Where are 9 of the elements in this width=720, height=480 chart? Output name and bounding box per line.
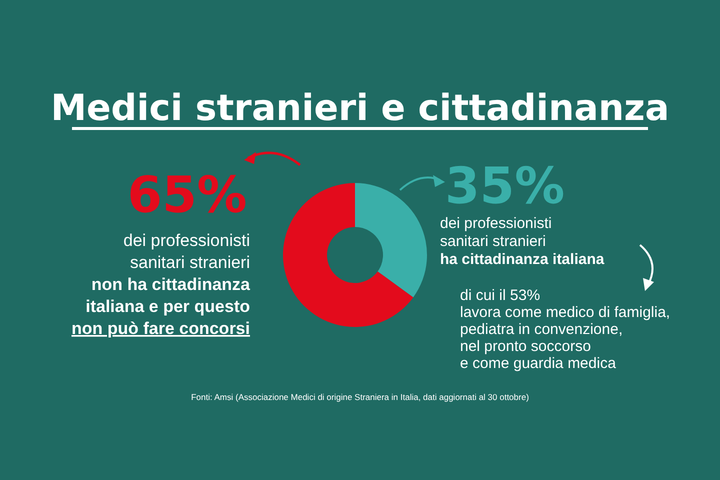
slice-label: dei professionisti sanitari stranieri ha cittadinanza italiana — [440, 215, 605, 268]
chart-title: Medici stranieri e cittadinanza — [50, 88, 670, 129]
slice-label: dei professionisti sanitari stranieri non ha cittadinanza italiana e per questo non può fare concorsi — [71, 231, 251, 338]
donut-slice — [283, 183, 414, 327]
donut-slice — [355, 183, 427, 298]
text: Fonti: Amsi (Associazione Medici di origine Straniera in Italia, dati aggiornati al 30 ottobre) — [191, 392, 530, 402]
text: di cui il 53% lavora come medico di famiglia, pediatra in convenzione, nel pronto soccorso e come guardia medica — [460, 287, 670, 372]
data-label: 35% — [445, 157, 565, 215]
data-label: 65% — [127, 166, 247, 224]
